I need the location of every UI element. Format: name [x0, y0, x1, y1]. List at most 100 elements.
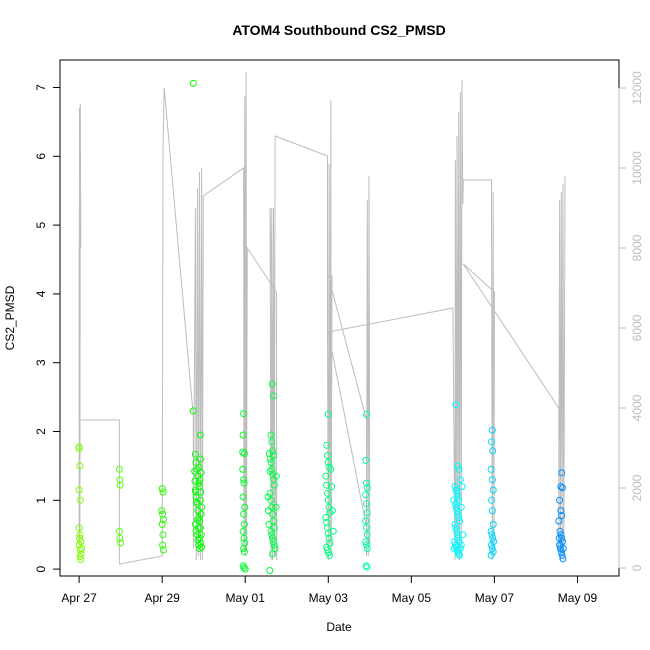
data-point — [159, 488, 167, 496]
data-point — [270, 541, 278, 549]
data-point — [558, 534, 566, 542]
data-point — [362, 456, 370, 464]
data-point — [196, 455, 204, 463]
data-point — [191, 477, 199, 485]
data-point — [191, 450, 199, 458]
x-tick-label: May 01 — [226, 591, 266, 605]
data-point — [556, 527, 564, 535]
data-point — [363, 500, 370, 508]
data-point — [158, 507, 166, 515]
data-point — [456, 551, 463, 559]
data-point — [454, 462, 462, 470]
data-point — [322, 514, 330, 521]
data-point — [452, 524, 460, 532]
data-point — [265, 450, 273, 457]
data-point — [196, 534, 203, 542]
data-point — [240, 564, 248, 572]
data-point — [324, 459, 332, 466]
data-point — [77, 538, 85, 546]
data-point — [559, 555, 567, 563]
data-point — [453, 527, 461, 535]
data-point — [271, 545, 279, 552]
y-tick-label: 2 — [34, 428, 48, 435]
data-point — [77, 556, 85, 563]
y-axis: 0 1 2 3 4 5 6 7 — [34, 84, 61, 572]
data-point — [76, 534, 83, 542]
data-point — [325, 534, 333, 542]
data-point — [324, 452, 331, 460]
data-point — [450, 496, 458, 504]
data-point — [451, 538, 458, 546]
y2-tick-label: 10000 — [630, 151, 644, 185]
x-tick-label: Apr 29 — [144, 591, 180, 605]
data-point — [362, 491, 370, 499]
data-point — [488, 496, 495, 504]
data-point — [239, 465, 247, 473]
y-tick-label: 5 — [34, 221, 48, 228]
data-point — [363, 531, 371, 539]
x-axis: Apr 27 Apr 29 May 01 May 03 May 05 May 07 May … — [61, 575, 598, 605]
data-point — [559, 484, 566, 492]
data-point — [362, 517, 370, 525]
data-point — [363, 509, 371, 517]
data-point — [196, 517, 203, 525]
data-point — [240, 520, 248, 528]
data-point — [363, 545, 371, 552]
data-point — [559, 545, 567, 552]
data-point — [326, 551, 333, 559]
x-tick-label: May 09 — [558, 591, 598, 605]
data-point — [189, 79, 197, 87]
y-axis-label: CS2_PMSD — [3, 285, 17, 350]
data-point — [362, 538, 370, 546]
data-point — [452, 503, 460, 511]
data-point — [558, 512, 566, 519]
data-point — [240, 479, 248, 487]
data-point — [197, 488, 205, 496]
y2-tick-label: 8000 — [630, 234, 644, 261]
data-point — [489, 548, 497, 556]
data-point — [324, 410, 332, 418]
data-point — [455, 514, 463, 521]
data-point — [454, 493, 462, 501]
data-point — [192, 488, 200, 496]
data-point — [117, 539, 125, 547]
data-point — [239, 493, 247, 501]
data-point — [116, 534, 124, 542]
data-point — [75, 486, 83, 494]
data-point — [556, 545, 564, 552]
chart-title: ATOM4 Southbound CS2_PMSD — [232, 22, 445, 38]
data-point — [455, 465, 463, 473]
y-tick-label: 0 — [34, 565, 48, 572]
data-point — [197, 539, 205, 547]
data-point — [269, 510, 277, 518]
data-point — [76, 462, 84, 470]
grey-line-series — [78, 71, 566, 565]
data-point — [189, 407, 197, 415]
data-point — [324, 489, 331, 497]
data-point — [489, 486, 497, 494]
x-axis-label: Date — [326, 620, 352, 634]
data-point — [488, 476, 496, 484]
data-point — [198, 503, 206, 511]
data-point — [488, 507, 496, 515]
data-point — [488, 531, 496, 539]
data-point — [196, 496, 204, 504]
data-point — [76, 531, 84, 539]
data-point — [270, 517, 277, 525]
y2-tick-label: 0 — [630, 564, 644, 571]
data-point — [198, 543, 206, 551]
data-point — [363, 410, 370, 418]
data-point — [268, 438, 276, 446]
data-point — [267, 527, 275, 535]
data-point — [557, 507, 565, 515]
data-point — [557, 531, 565, 539]
data-point — [459, 531, 467, 539]
x-tick-label: May 03 — [309, 591, 349, 605]
data-point — [192, 493, 200, 501]
data-point — [328, 483, 336, 491]
data-point — [452, 401, 460, 409]
data-point — [453, 489, 461, 497]
y-tick-label: 4 — [34, 290, 48, 297]
data-point — [195, 463, 203, 471]
